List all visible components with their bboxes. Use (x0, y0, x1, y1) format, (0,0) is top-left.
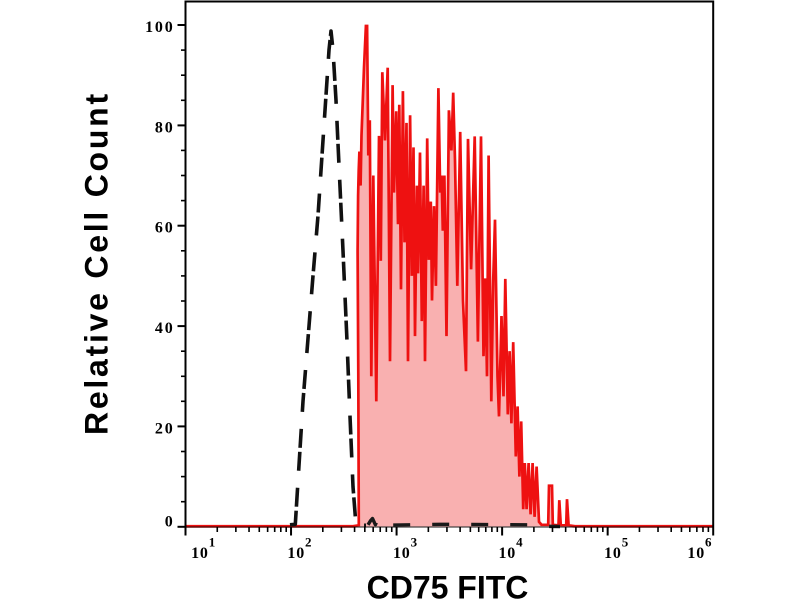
svg-text:0: 0 (165, 514, 175, 531)
svg-text:20: 20 (155, 420, 175, 437)
svg-text:40: 40 (155, 320, 175, 337)
svg-text:CD75 FITC: CD75 FITC (367, 570, 529, 600)
svg-text:100: 100 (145, 19, 174, 36)
svg-text:60: 60 (155, 220, 175, 237)
svg-text:80: 80 (155, 119, 175, 136)
svg-text:Relative Cell Count: Relative Cell Count (79, 91, 115, 435)
